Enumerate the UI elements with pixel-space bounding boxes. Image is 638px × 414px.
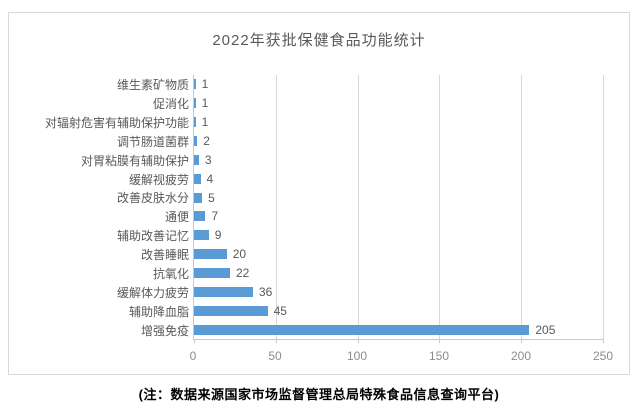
value-label: 4	[206, 171, 214, 186]
bar-row: 22	[194, 264, 603, 283]
bar	[194, 230, 209, 241]
bar-row: 45	[194, 301, 603, 320]
category-axis: 维生素矿物质促消化对辐射危害有辅助保护功能调节肠道菌群对胃粘膜有辅助保护缓解视疲…	[13, 75, 189, 340]
category-label: 缓解视疲劳	[128, 172, 189, 187]
value-label: 45	[273, 303, 287, 318]
value-label: 1	[201, 96, 209, 111]
bar	[194, 192, 203, 203]
bar-row: 2	[194, 132, 603, 151]
gridline	[603, 75, 604, 339]
bar-row: 205	[194, 320, 603, 339]
x-axis-tick-label: 50	[268, 349, 282, 363]
gridline	[357, 75, 359, 339]
value-label: 5	[208, 190, 215, 205]
bar-row: 9	[194, 226, 603, 245]
bar-rows: 1 1 1 2 3 4 5 7 9 20 22 36 45 205	[194, 75, 603, 339]
bar-row: 3	[194, 150, 603, 169]
category-label: 促消化	[152, 96, 189, 111]
value-label: 36	[258, 284, 273, 299]
bar	[194, 305, 268, 316]
bar-row: 1	[194, 75, 603, 94]
value-label: 9	[214, 228, 222, 243]
value-label: 1	[201, 115, 209, 130]
value-label: 205	[535, 322, 556, 337]
bar	[194, 286, 253, 297]
chart-frame: 2022年获批保健食品功能统计 维生素矿物质促消化对辐射危害有辅助保护功能调节肠…	[8, 12, 630, 375]
bar	[194, 173, 201, 184]
x-axis-tickmark	[603, 339, 604, 343]
bar-row: 5	[194, 188, 603, 207]
x-axis-tick-labels: 0 50 100 150 200 250	[189, 347, 613, 365]
gridline	[521, 75, 523, 339]
x-axis-tickmark	[521, 339, 523, 343]
x-axis-tick-label: 200	[510, 349, 532, 363]
bar	[194, 154, 199, 165]
bar	[194, 249, 227, 260]
category-label: 对辐射危害有辅助保护功能	[44, 115, 189, 130]
value-label: 22	[235, 266, 250, 281]
bar-row: 1	[194, 94, 603, 113]
category-label: 调节肠道菌群	[116, 134, 189, 149]
bar-row: 36	[194, 282, 603, 301]
bar	[194, 324, 530, 335]
category-label: 增强免疫	[140, 323, 189, 338]
bar	[194, 268, 230, 279]
bar-row: 4	[194, 169, 603, 188]
bar	[194, 211, 206, 222]
category-label: 维生素矿物质	[116, 77, 189, 92]
x-axis-tickmark	[357, 339, 359, 343]
x-axis-tickmark	[275, 339, 277, 343]
value-label: 2	[203, 134, 210, 148]
gridline	[439, 75, 441, 339]
x-axis-tickmark	[439, 339, 441, 343]
value-label: 1	[201, 77, 209, 92]
x-axis-tickmark	[194, 339, 195, 343]
gridline	[275, 75, 277, 339]
plot-area: 1 1 1 2 3 4 5 7 9 20 22 36 45 205	[193, 75, 604, 343]
bar	[194, 98, 196, 109]
bar-row: 20	[194, 245, 603, 264]
x-axis-tick-label: 150	[428, 349, 450, 363]
bar-row: 1	[194, 113, 603, 132]
bar	[194, 136, 198, 146]
bar	[194, 117, 196, 128]
value-label: 20	[232, 247, 247, 262]
x-axis-tick-label: 250	[592, 349, 614, 363]
category-label: 改善皮肤水分	[116, 191, 189, 206]
category-label: 对胃粘膜有辅助保护	[80, 153, 189, 168]
category-label: 缓解体力疲劳	[116, 286, 189, 301]
category-label: 抗氧化	[152, 267, 189, 282]
category-label: 辅助改善记忆	[116, 229, 189, 244]
x-axis-tick-label: 100	[346, 349, 368, 363]
x-axis-tick-label: 0	[189, 349, 197, 363]
bar-row: 7	[194, 207, 603, 226]
category-label: 改善睡眠	[140, 248, 189, 263]
category-label: 通便	[164, 210, 189, 225]
source-note: (注：数据来源国家市场监督管理总局特殊食品信息查询平台)	[138, 387, 500, 402]
category-label: 辅助降血脂	[128, 305, 189, 320]
chart-title: 2022年获批保健食品功能统计	[212, 32, 426, 49]
value-label: 7	[211, 209, 219, 224]
value-label: 3	[204, 152, 212, 167]
bar	[194, 79, 196, 90]
